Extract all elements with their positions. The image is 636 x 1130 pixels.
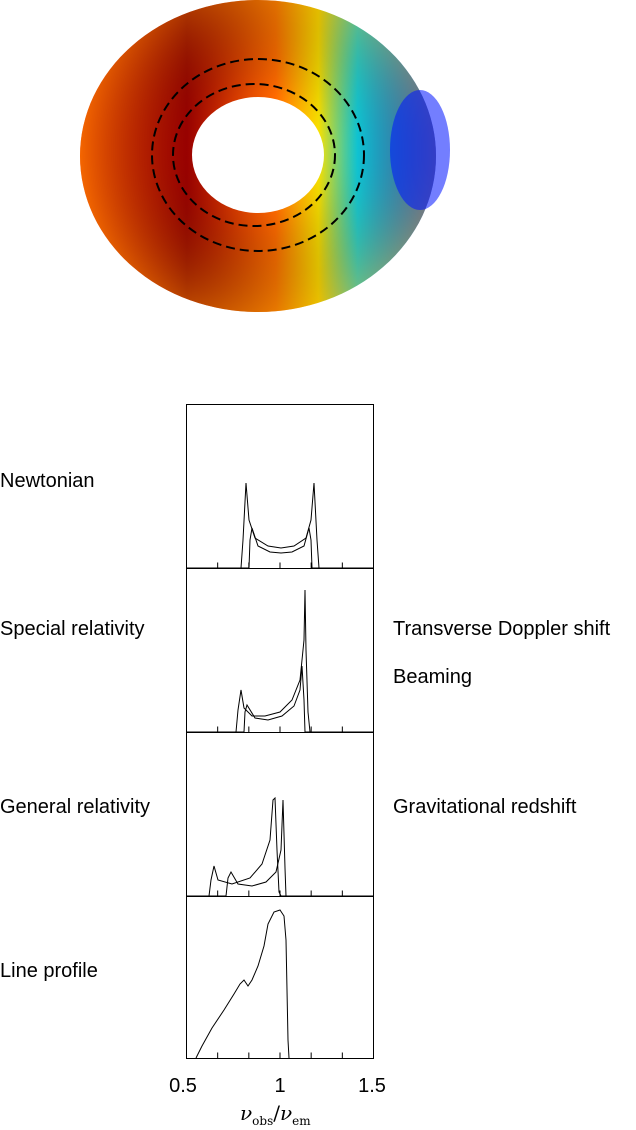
x-axis-label: νobs/νem bbox=[240, 1101, 311, 1128]
curve-line-profile bbox=[196, 910, 289, 1058]
label-line-profile: Line profile bbox=[0, 960, 98, 982]
curve-newtonian-outer bbox=[186, 483, 374, 568]
label-gravitational-redshift: Gravitational redshift bbox=[393, 796, 577, 818]
x-axis-nu-em: ν bbox=[280, 1101, 292, 1125]
tick-marks bbox=[218, 563, 343, 1059]
tick-label-1-5: 1.5 bbox=[358, 1075, 386, 1097]
curve-sr-outer bbox=[186, 590, 374, 732]
label-newtonian: Newtonian bbox=[0, 470, 95, 492]
label-general-relativity: General relativity bbox=[0, 796, 150, 818]
x-axis-sub-em: em bbox=[292, 1114, 311, 1128]
tick-label-1: 1 bbox=[274, 1075, 285, 1097]
x-axis-sub-obs: obs bbox=[252, 1114, 273, 1128]
tick-label-0-5: 0.5 bbox=[169, 1075, 197, 1097]
label-special-relativity: Special relativity bbox=[0, 618, 145, 640]
label-beaming: Beaming bbox=[393, 666, 472, 688]
profile-curves bbox=[186, 483, 374, 1058]
curve-gr-outer bbox=[186, 798, 374, 896]
disk-shading bbox=[80, 0, 436, 312]
curve-gr-inner bbox=[186, 800, 374, 896]
disk-blue-spot bbox=[390, 90, 450, 210]
x-axis-nu-obs: ν bbox=[240, 1101, 252, 1125]
curve-sr-inner bbox=[186, 666, 374, 732]
label-transverse-doppler: Transverse Doppler shift bbox=[393, 618, 611, 640]
disk-image bbox=[80, 0, 450, 312]
